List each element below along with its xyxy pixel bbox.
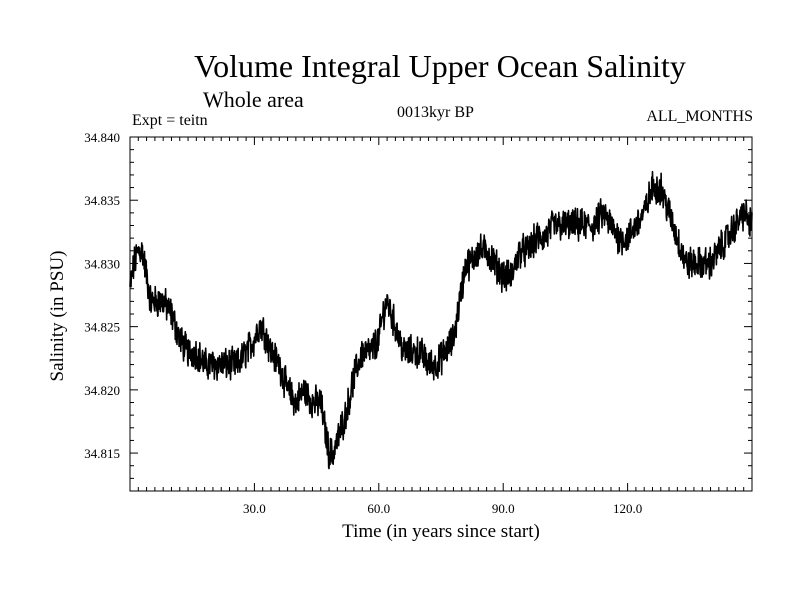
months-label: ALL_MONTHS	[646, 108, 753, 125]
x-tick-labels: 30.0 60.0 90.0 120.0	[243, 501, 642, 516]
x-tick-label: 60.0	[367, 501, 390, 516]
chart-title: Volume Integral Upper Ocean Salinity	[194, 48, 686, 84]
y-tick-label: 34.835	[84, 193, 120, 208]
period-label: 0013kyr BP	[397, 104, 474, 121]
y-tick-label: 34.815	[84, 446, 120, 461]
x-axis-label: Time (in years since start)	[342, 521, 540, 542]
y-tick-label: 34.840	[84, 130, 120, 145]
x-tick-label: 30.0	[243, 501, 266, 516]
series-line	[129, 170, 753, 470]
y-tick-label: 34.825	[84, 320, 120, 335]
x-tick-label: 90.0	[492, 501, 515, 516]
minor-ticks	[130, 137, 752, 492]
series-group	[129, 170, 753, 470]
y-tick-label: 34.820	[84, 383, 120, 398]
x-tick-label: 120.0	[613, 501, 642, 516]
experiment-label: Expt = teitn	[132, 112, 208, 129]
major-ticks	[130, 136, 752, 491]
chart-subtitle: Whole area	[203, 87, 304, 112]
y-tick-label: 34.830	[84, 256, 120, 271]
y-tick-labels: 34.815 34.820 34.825 34.830 34.835 34.840	[84, 130, 120, 461]
